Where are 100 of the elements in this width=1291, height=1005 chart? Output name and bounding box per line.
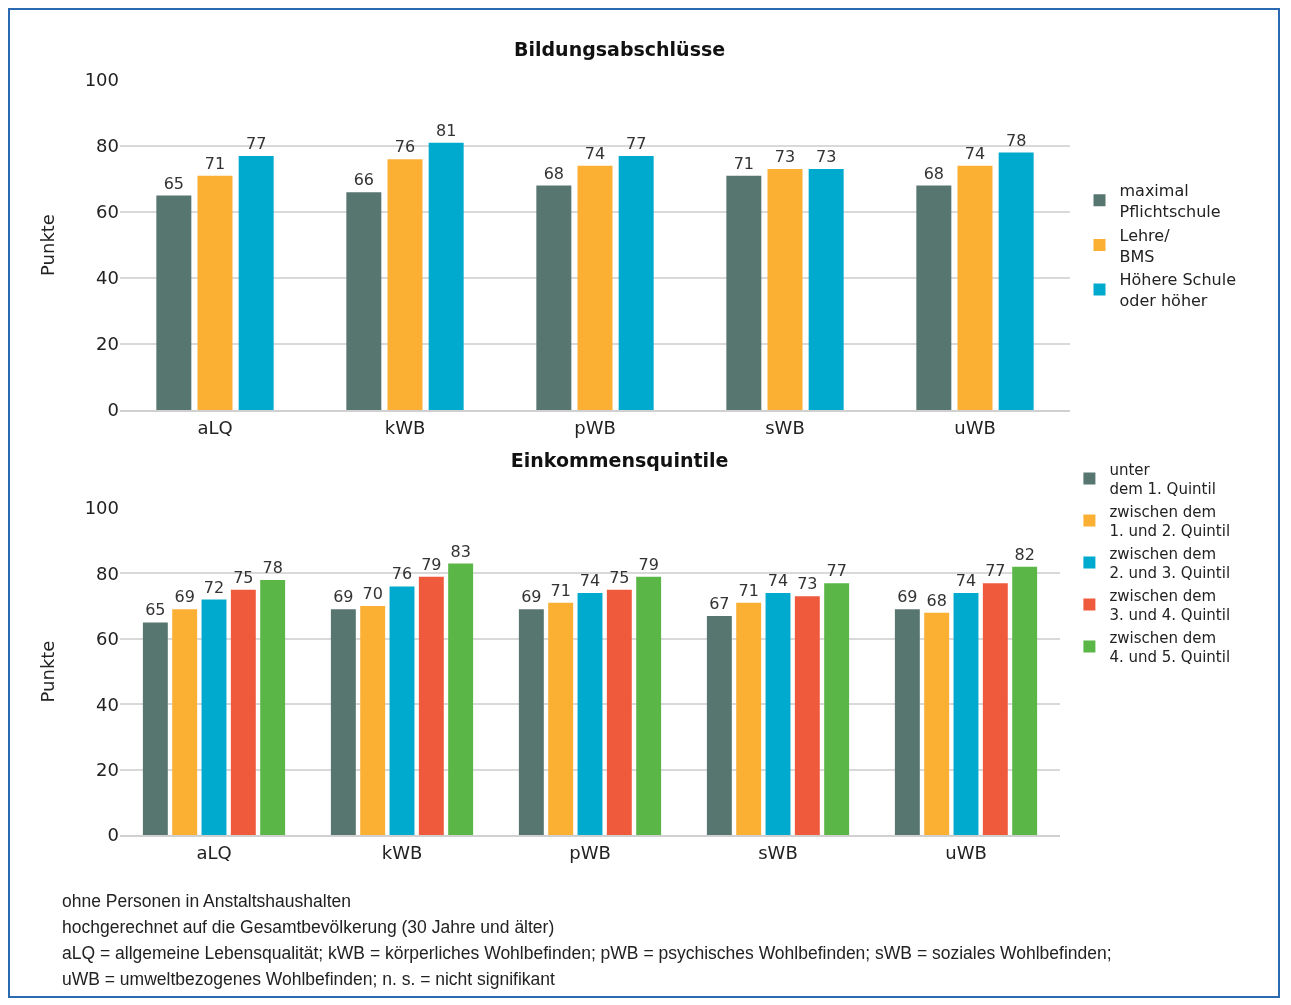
- bar: [606, 589, 632, 835]
- bar: [824, 583, 850, 835]
- bar: [518, 609, 544, 835]
- data-label: 74: [584, 143, 606, 163]
- data-label: 69: [521, 587, 542, 607]
- y-axis-title: Punkte: [36, 640, 58, 703]
- bar: [577, 593, 603, 835]
- text: hochgerechnet auf die Gesamtbevölkerung (30 Jahre und älter): [62, 916, 556, 939]
- chart-title: Einkommensquintile: [510, 448, 729, 471]
- bar: [953, 593, 979, 835]
- text: aLQ = allgemeine Lebensqualität; kWB = körperliches Wohlbefinden; pWB = psychisches Wohlbefinden; sWB = soziales Wohlbefinden;: [62, 942, 1112, 965]
- bar: [998, 152, 1034, 410]
- bar: [736, 602, 762, 835]
- data-label: 71: [733, 153, 755, 173]
- data-label: 73: [815, 147, 837, 167]
- y-tick-label: 20: [96, 333, 119, 355]
- bar: [172, 609, 198, 835]
- y-tick-label: 20: [96, 758, 119, 780]
- x-tick-label: aLQ: [196, 841, 232, 863]
- bar: [197, 175, 233, 410]
- x-tick-label: uWB: [945, 841, 987, 863]
- y-axis-title: Punkte: [36, 214, 58, 276]
- bar: [767, 169, 803, 410]
- data-label: 71: [738, 580, 759, 600]
- data-label: 71: [550, 580, 571, 600]
- data-label: 68: [926, 590, 947, 610]
- y-tick-label: 100: [84, 69, 119, 91]
- bar: [924, 612, 950, 835]
- bar: [142, 622, 168, 835]
- data-label: 78: [262, 557, 283, 577]
- y-tick-label: 80: [96, 562, 119, 584]
- data-label: 69: [174, 587, 195, 607]
- x-tick-label: uWB: [954, 416, 996, 438]
- x-tick-label: kWB: [381, 841, 423, 863]
- text: uWB = umweltbezogenes Wohlbefinden; n. s. = nicht signifikant: [62, 968, 556, 991]
- y-tick-label: 40: [96, 693, 119, 715]
- data-label: 69: [897, 587, 918, 607]
- data-label: 74: [964, 143, 986, 163]
- legend-label: zwischen dem 4. und 5. Quintil: [1109, 628, 1231, 667]
- data-label: 71: [204, 153, 226, 173]
- bar: [230, 589, 256, 835]
- bar: [726, 175, 762, 410]
- y-tick-label: 60: [96, 201, 119, 223]
- data-label: 74: [767, 571, 789, 591]
- data-label: 65: [163, 173, 185, 193]
- data-label: 74: [955, 571, 977, 591]
- bar: [238, 155, 274, 410]
- x-tick-label: sWB: [758, 841, 798, 863]
- data-label: 75: [609, 567, 630, 587]
- bar: [1012, 566, 1038, 835]
- data-label: 76: [394, 137, 416, 157]
- data-label: 73: [774, 147, 796, 167]
- bar: [389, 586, 415, 835]
- bar: [577, 165, 613, 410]
- chart-title: Bildungsabschlüsse: [514, 38, 726, 61]
- y-tick-label: 80: [96, 135, 119, 157]
- bar: [346, 192, 382, 410]
- text: ohne Personen in Anstaltshaushalten: [62, 890, 352, 913]
- bar: [536, 185, 572, 410]
- bar: [636, 576, 662, 835]
- data-label: 83: [450, 541, 471, 561]
- bar: [808, 169, 844, 410]
- data-label: 75: [233, 567, 254, 587]
- data-label: 68: [543, 163, 565, 183]
- legend-label: Höhere Schule oder höher: [1119, 270, 1236, 311]
- bar: [618, 155, 654, 410]
- bar: [448, 563, 474, 835]
- x-tick-label: kWB: [384, 416, 426, 438]
- bar: [982, 583, 1008, 835]
- x-tick-label: pWB: [569, 841, 611, 863]
- data-label: 76: [391, 564, 413, 584]
- bar: [428, 142, 464, 410]
- bar: [418, 576, 444, 835]
- bar: [794, 596, 820, 835]
- data-label: 67: [709, 593, 730, 613]
- bar: [387, 159, 423, 410]
- data-label: 66: [353, 170, 375, 190]
- y-tick-label: 100: [84, 497, 119, 519]
- data-label: 68: [923, 163, 945, 183]
- data-label: 77: [826, 561, 847, 581]
- x-tick-label: sWB: [765, 416, 805, 438]
- bar: [330, 609, 356, 835]
- data-label: 77: [625, 133, 647, 153]
- y-tick-label: 0: [107, 824, 119, 846]
- bar: [706, 615, 732, 835]
- bar: [548, 602, 574, 835]
- bar: [201, 599, 227, 835]
- data-label: 79: [638, 554, 659, 574]
- bar: [156, 195, 192, 410]
- y-tick-label: 60: [96, 628, 119, 650]
- y-tick-label: 40: [96, 267, 119, 289]
- data-label: 69: [333, 587, 354, 607]
- bar: [894, 609, 920, 835]
- bar: [957, 165, 993, 410]
- x-tick-label: pWB: [574, 416, 616, 438]
- bar: [765, 593, 791, 835]
- data-label: 65: [145, 600, 166, 620]
- legend-label: Lehre/ BMS: [1119, 225, 1171, 266]
- data-label: 74: [579, 571, 601, 591]
- data-label: 73: [797, 574, 818, 594]
